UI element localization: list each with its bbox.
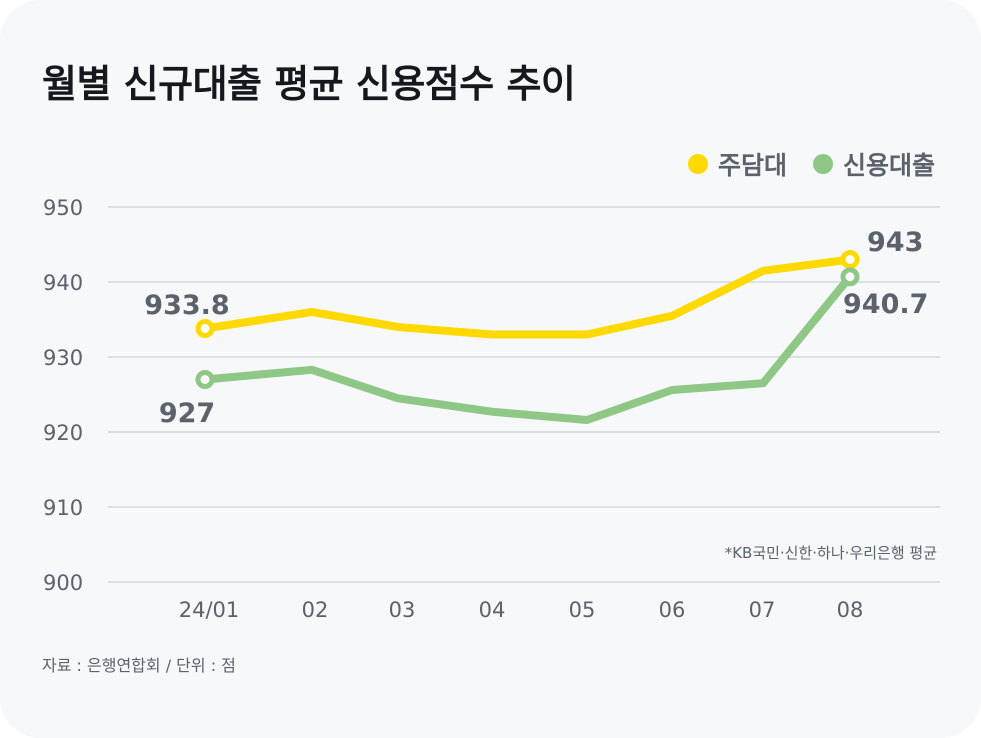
footnote: *KB국민·신한·하나·우리은행 평균 xyxy=(724,544,937,562)
y-tick: 950 xyxy=(43,196,83,220)
legend-label-credit-loan: 신용대출 xyxy=(842,151,935,180)
x-tick: 24/01 xyxy=(179,598,240,622)
credit-loan-start-marker xyxy=(195,370,215,389)
legend-item-mortgage: 주담대 xyxy=(687,146,787,182)
legend-label-mortgage: 주담대 xyxy=(717,151,787,180)
data-label-mortgage-end: 943 xyxy=(867,227,923,258)
y-tick: 920 xyxy=(43,421,83,445)
y-tick: 900 xyxy=(43,571,83,595)
x-tick: 04 xyxy=(479,598,506,622)
x-tick: 05 xyxy=(569,598,596,622)
data-label-credit-loan-end: 940.7 xyxy=(843,289,928,320)
y-axis-ticks: 950 940 930 920 910 900 xyxy=(43,196,83,595)
x-tick: 07 xyxy=(749,598,776,622)
legend-dot-credit-loan-icon xyxy=(812,154,833,174)
mortgage-line xyxy=(201,255,854,339)
legend: 주담대 신용대출 xyxy=(687,146,935,182)
mortgage-start-marker xyxy=(195,319,215,338)
legend-dot-mortgage-icon xyxy=(687,154,708,174)
y-tick: 910 xyxy=(43,496,83,520)
chart-title: 월별 신규대출 평균 신용점수 추이 xyxy=(42,62,576,106)
credit-loan-line xyxy=(201,272,854,424)
data-label-credit-loan-start: 927 xyxy=(159,398,215,429)
x-tick: 02 xyxy=(302,598,329,622)
data-label-mortgage-start: 933.8 xyxy=(144,290,229,321)
mortgage-end-marker xyxy=(840,250,860,269)
y-tick: 930 xyxy=(43,346,83,370)
y-grid xyxy=(108,206,940,583)
legend-item-credit-loan: 신용대출 xyxy=(812,146,935,182)
x-tick: 08 xyxy=(837,598,864,622)
x-tick: 03 xyxy=(389,598,416,622)
source-text: 자료 : 은행연합회 / 단위 : 점 xyxy=(42,656,236,675)
y-tick: 940 xyxy=(43,271,83,295)
credit-loan-end-marker xyxy=(840,267,860,287)
x-tick: 06 xyxy=(659,598,686,622)
x-axis-ticks: 24/01 02 03 04 05 06 07 08 xyxy=(179,598,864,622)
